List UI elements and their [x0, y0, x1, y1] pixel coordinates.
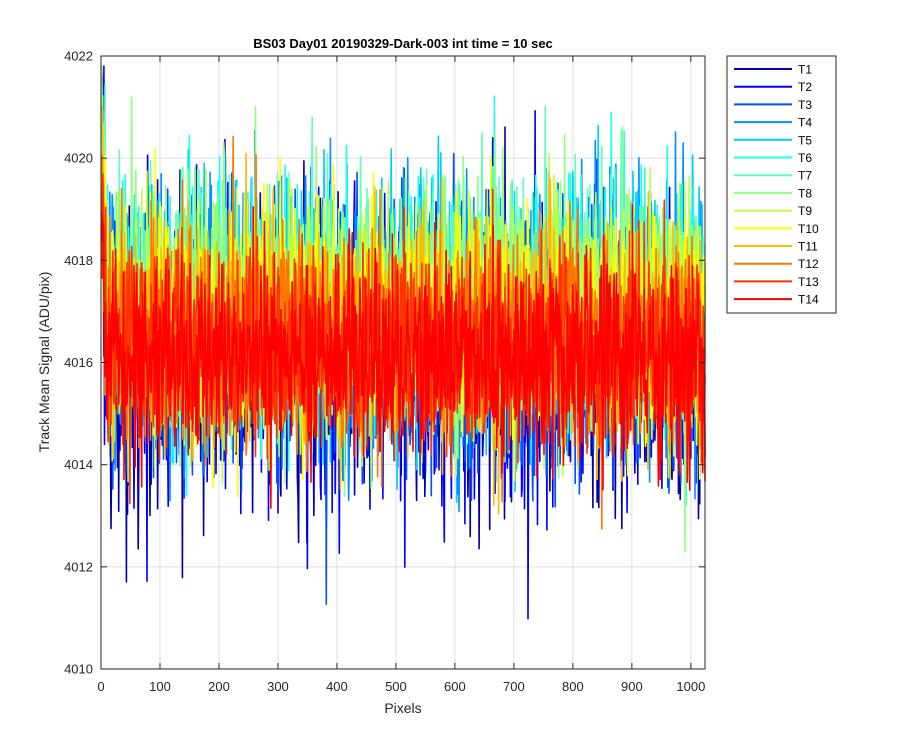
x-tick-label: 800 — [562, 679, 584, 694]
legend-label-t14: T14 — [798, 293, 819, 307]
x-tick-label: 0 — [97, 679, 104, 694]
x-axis-label: Pixels — [384, 700, 421, 716]
y-axis-label: Track Mean Signal (ADU/pix) — [36, 272, 52, 453]
y-tick-label: 4012 — [64, 559, 93, 574]
legend-label-t9: T9 — [798, 204, 812, 218]
ticks — [100, 55, 705, 670]
legend-label-t2: T2 — [798, 80, 812, 94]
y-tick-label: 4022 — [64, 49, 93, 64]
y-tick-label: 4010 — [64, 662, 93, 677]
chart-title: BS03 Day01 20190329-Dark-003 int time = … — [253, 36, 553, 51]
legend-label-t8: T8 — [798, 186, 812, 200]
x-tick-label: 600 — [444, 679, 466, 694]
y-tick-label: 4018 — [64, 253, 93, 268]
legend-label-t12: T12 — [798, 257, 819, 271]
x-tick-label: 500 — [385, 679, 407, 694]
legend-label-t3: T3 — [798, 98, 812, 112]
legend-label-t11: T11 — [798, 240, 818, 254]
x-tick-label: 200 — [208, 679, 230, 694]
legend-label-t4: T4 — [798, 116, 812, 130]
series-line-t14 — [100, 203, 706, 509]
legend-box — [726, 55, 837, 314]
legend-label-t1: T1 — [798, 63, 812, 77]
x-tick-label: 900 — [621, 679, 643, 694]
tick-labels: 0 100 200 300 400 500 600 700 800 900 1000 4010 4012… — [64, 49, 705, 695]
x-tick-label: 400 — [326, 679, 348, 694]
y-tick-label: 4016 — [64, 355, 93, 370]
series-group — [100, 65, 706, 620]
legend-label-t6: T6 — [798, 151, 812, 165]
x-tick-label: 700 — [503, 679, 525, 694]
legend-label-t5: T5 — [798, 133, 812, 147]
y-tick-label: 4014 — [64, 457, 93, 472]
legend-label-t7: T7 — [798, 169, 812, 183]
legend-label-t13: T13 — [798, 275, 819, 289]
y-tick-label: 4020 — [64, 151, 93, 166]
x-tick-label: 100 — [149, 679, 171, 694]
legend: T1 T2 T3 T4 T5 T6 T7 T8 T9 T10 T11 T12 T13 T14 — [726, 55, 837, 314]
legend-label-t10: T10 — [798, 222, 819, 236]
x-tick-label: 1000 — [676, 679, 705, 694]
x-tick-label: 300 — [267, 679, 289, 694]
